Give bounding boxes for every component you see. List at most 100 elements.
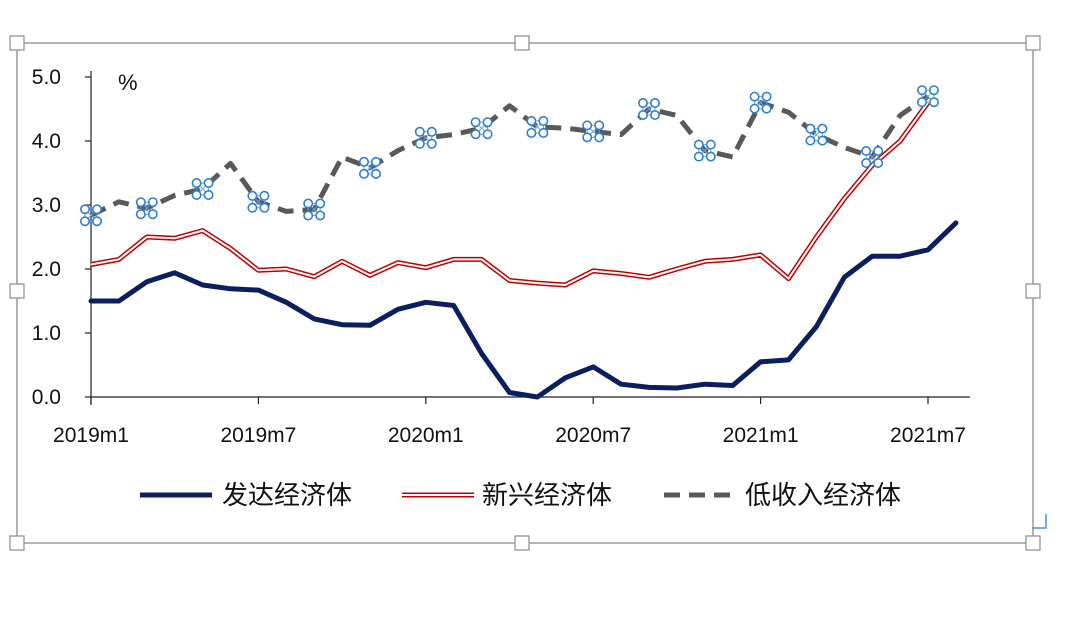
series-line: [88, 220, 959, 400]
marker-handle: [649, 98, 660, 109]
selected-point-marker[interactable]: [470, 117, 493, 140]
marker-handle: [538, 127, 549, 138]
y-tick-label: 4.0: [32, 130, 61, 153]
selected-point-marker[interactable]: [861, 146, 884, 169]
marker-handle: [203, 190, 214, 201]
selected-point-marker[interactable]: [749, 91, 772, 114]
marker-handle: [315, 210, 326, 221]
selected-point-marker[interactable]: [693, 139, 716, 162]
selected-point-marker[interactable]: [247, 190, 270, 213]
chart-selection-frame[interactable]: [9, 35, 1047, 551]
selected-point-marker[interactable]: [637, 98, 660, 121]
marker-handle: [247, 190, 258, 201]
corner-marker: [1032, 514, 1047, 529]
resize-handle-top-right[interactable]: [1025, 35, 1041, 51]
selected-point-marker[interactable]: [526, 115, 549, 138]
marker-handle: [92, 216, 103, 227]
selected-point-marker[interactable]: [582, 120, 605, 143]
marker-handle: [582, 132, 593, 143]
marker-handle: [693, 151, 704, 162]
legend-label: 低收入经济体: [745, 481, 901, 511]
marker-handle: [414, 138, 425, 149]
marker-handle: [303, 210, 314, 221]
marker-handle: [191, 190, 202, 201]
selected-point-marker[interactable]: [135, 197, 158, 220]
marker-handle: [582, 120, 593, 131]
marker-handle: [526, 127, 537, 138]
marker-handle: [358, 156, 369, 167]
selected-point-marker[interactable]: [916, 85, 939, 108]
resize-handle-middle-right[interactable]: [1025, 283, 1041, 299]
legend-item-developed: 发达经济体: [140, 481, 352, 511]
y-tick-label: 1.0: [32, 322, 61, 345]
marker-handle: [637, 98, 648, 109]
selected-point-marker[interactable]: [805, 123, 828, 146]
marker-handle: [817, 135, 828, 146]
marker-handle: [147, 197, 158, 208]
axes: 0.0 1.0 2.0 3.0 4.0 5.0 2019m1 2019m7 2020m1 2020…: [32, 66, 970, 447]
resize-handle-bottom-middle[interactable]: [514, 535, 530, 551]
series-emerging: [90, 101, 931, 288]
marker-handle: [805, 123, 816, 134]
resize-handle-middle-left[interactable]: [9, 283, 25, 299]
marker-handle: [526, 115, 537, 126]
marker-handle: [873, 146, 884, 157]
marker-handle: [817, 123, 828, 134]
marker-handle: [470, 117, 481, 128]
marker-handle: [470, 129, 481, 140]
marker-handle: [705, 151, 716, 162]
resize-handle-bottom-right[interactable]: [1025, 535, 1041, 551]
marker-handle: [370, 168, 381, 179]
x-tick-label: 2019m1: [53, 424, 129, 447]
marker-handle: [705, 139, 716, 150]
marker-handle: [147, 209, 158, 220]
marker-handle: [928, 97, 939, 108]
x-tick-label: 2021m1: [723, 424, 799, 447]
selected-point-marker[interactable]: [358, 156, 381, 179]
marker-handle: [247, 202, 258, 213]
selected-point-marker[interactable]: [414, 126, 437, 149]
marker-handle: [649, 110, 660, 121]
legend-item-emerging: 新兴经济体: [402, 481, 612, 511]
marker-handle: [761, 91, 772, 102]
marker-handle: [303, 198, 314, 209]
marker-handle: [861, 158, 872, 169]
marker-handle: [637, 110, 648, 121]
marker-handle: [693, 139, 704, 150]
marker-handle: [414, 126, 425, 137]
marker-handle: [203, 178, 214, 189]
x-tick-label: 2020m1: [388, 424, 464, 447]
x-tick-label: 2020m7: [555, 424, 631, 447]
marker-handle: [426, 126, 437, 137]
marker-handle: [259, 190, 270, 201]
resize-handle-bottom-left[interactable]: [9, 535, 25, 551]
marker-handle: [594, 132, 605, 143]
point-markers: [80, 85, 939, 227]
marker-handle: [315, 198, 326, 209]
marker-handle: [80, 216, 91, 227]
x-tick-label: 2021m7: [890, 424, 966, 447]
series-line-inner: [90, 102, 929, 286]
marker-handle: [92, 204, 103, 215]
y-tick-label: 2.0: [32, 258, 61, 281]
marker-handle: [761, 103, 772, 114]
marker-handle: [259, 202, 270, 213]
legend-label: 新兴经济体: [482, 481, 612, 511]
marker-handle: [426, 138, 437, 149]
selected-point-marker[interactable]: [303, 198, 326, 221]
selected-point-marker[interactable]: [80, 204, 103, 227]
legend-item-low-income: 低收入经济体: [664, 481, 901, 511]
marker-handle: [749, 103, 760, 114]
marker-handle: [135, 197, 146, 208]
marker-handle: [538, 115, 549, 126]
resize-handle-top-left[interactable]: [9, 35, 25, 51]
marker-handle: [482, 117, 493, 128]
marker-handle: [916, 97, 927, 108]
y-unit-label: %: [118, 70, 138, 95]
marker-handle: [370, 156, 381, 167]
selected-point-marker[interactable]: [191, 178, 214, 201]
resize-handle-top-middle[interactable]: [514, 35, 530, 51]
marker-handle: [861, 146, 872, 157]
legend-label: 发达经济体: [222, 481, 352, 511]
marker-handle: [358, 168, 369, 179]
